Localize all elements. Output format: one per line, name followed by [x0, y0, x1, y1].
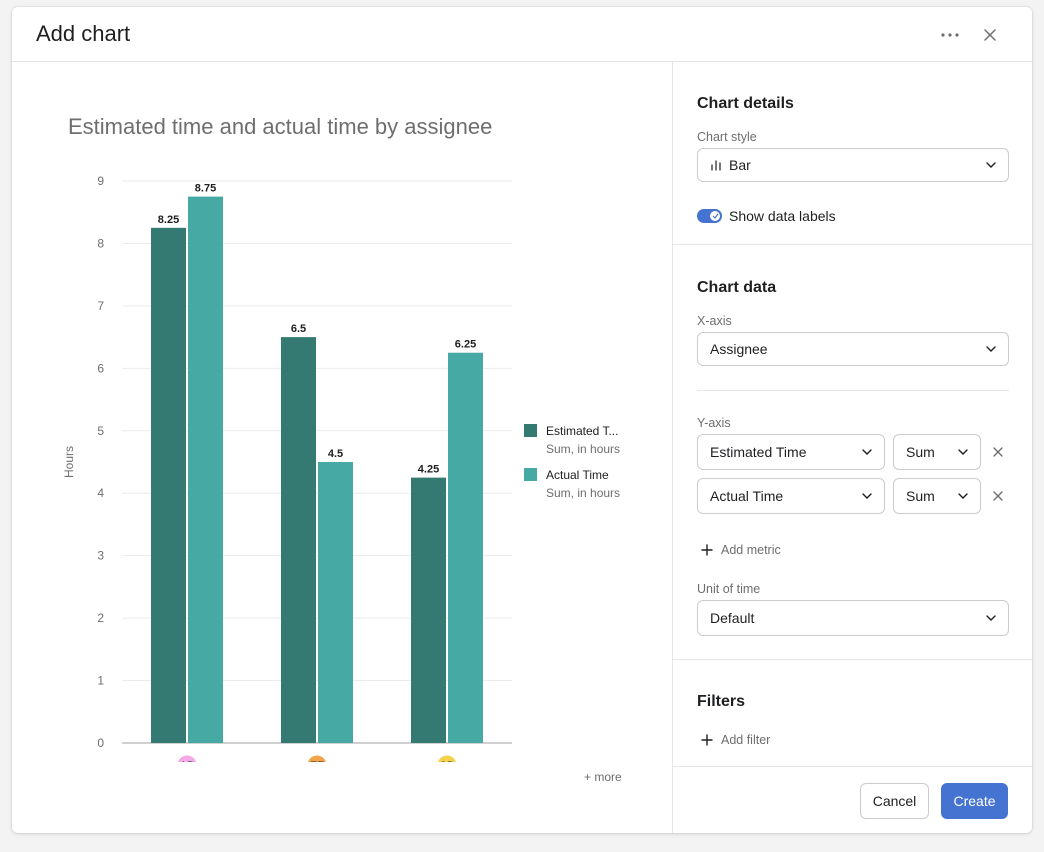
y-metric-agg-value: Sum	[906, 488, 935, 504]
y-tick-label: 6	[97, 361, 104, 375]
legend-label: Estimated T...	[546, 424, 618, 438]
legend-sublabel: Sum, in hours	[546, 486, 620, 500]
add-filter-label: Add filter	[721, 733, 771, 747]
close-icon	[993, 491, 1003, 501]
close-icon	[993, 447, 1003, 457]
more-link[interactable]: + more	[584, 770, 622, 784]
y-tick-label: 0	[97, 736, 104, 750]
x-tick-label: EF	[310, 760, 324, 762]
y-metric-agg-select[interactable]: Sum	[893, 434, 981, 470]
bar	[188, 196, 223, 744]
dialog-title: Add chart	[36, 21, 131, 46]
unit-of-time-label: Unit of time	[697, 582, 761, 596]
close-icon	[984, 29, 996, 41]
cancel-button[interactable]: Cancel	[860, 783, 929, 819]
legend-swatch	[524, 468, 537, 481]
chart-style-select[interactable]: Bar	[697, 148, 1009, 182]
avatar	[437, 755, 457, 762]
close-button[interactable]	[977, 22, 1003, 48]
x-axis-select[interactable]: Assignee	[697, 332, 1009, 366]
data-label: 4.25	[418, 464, 439, 476]
data-label: 8.75	[195, 183, 216, 195]
legend-swatch	[524, 424, 537, 437]
chart-preview: Estimated time and actual time by assign…	[12, 62, 672, 833]
x-axis-value: Assignee	[710, 341, 768, 357]
chart-settings-panel: Chart details Chart style Bar Show data …	[672, 62, 1032, 833]
remove-metric-button[interactable]	[989, 443, 1007, 461]
chevron-down-icon	[958, 449, 968, 455]
chart-data-heading: Chart data	[697, 279, 777, 296]
more-horizontal-icon	[941, 33, 959, 37]
chevron-down-icon	[862, 493, 872, 499]
y-metric-agg-value: Sum	[906, 444, 935, 460]
create-button[interactable]: Create	[941, 783, 1008, 819]
bar	[151, 227, 186, 744]
section-divider	[673, 659, 1032, 660]
filters-heading: Filters	[697, 693, 746, 710]
unit-of-time-select[interactable]: Default	[697, 600, 1009, 636]
chart-style-value: Bar	[729, 157, 751, 173]
x-tick-label: AB	[180, 760, 195, 762]
show-data-labels-label: Show data labels	[729, 208, 836, 224]
data-label: 6.25	[455, 339, 476, 351]
chevron-down-icon	[986, 615, 996, 621]
chevron-down-icon	[862, 449, 872, 455]
y-axis-title: Hours	[62, 446, 76, 478]
chart-style-label: Chart style	[697, 130, 757, 144]
avatar	[307, 755, 327, 762]
data-label: 4.5	[328, 448, 343, 460]
avatar	[177, 755, 197, 762]
footer-divider	[673, 766, 1032, 767]
chevron-down-icon	[986, 162, 996, 168]
y-tick-label: 1	[97, 674, 104, 688]
bar	[318, 462, 353, 743]
y-metric-field-select[interactable]: Actual Time	[697, 478, 885, 514]
y-tick-label: 8	[97, 236, 104, 250]
chevron-down-icon	[986, 346, 996, 352]
chevron-down-icon	[958, 493, 968, 499]
bar	[411, 477, 446, 743]
data-label: 6.5	[291, 323, 306, 335]
bar	[448, 352, 483, 743]
y-axis-label: Y-axis	[697, 416, 731, 430]
y-tick-label: 2	[97, 611, 104, 625]
y-tick-label: 9	[97, 174, 104, 188]
y-metric-field-value: Estimated Time	[710, 444, 807, 460]
x-tick-label: CD	[439, 760, 455, 762]
add-filter-button[interactable]: Add filter	[701, 733, 770, 747]
y-tick-label: 7	[97, 299, 104, 313]
data-label: 8.25	[158, 214, 179, 226]
check-icon	[712, 213, 718, 219]
dialog-header: Add chart	[12, 7, 1032, 62]
bar-chart-icon	[711, 160, 721, 171]
legend-label: Actual Time	[546, 468, 609, 482]
unit-of-time-value: Default	[710, 610, 755, 626]
show-data-labels-row: Show data labels	[697, 208, 836, 224]
legend-sublabel: Sum, in hours	[546, 442, 620, 456]
chart-details-heading: Chart details	[697, 95, 794, 112]
bar	[281, 337, 316, 743]
section-divider	[673, 244, 1032, 245]
y-tick-label: 4	[97, 486, 104, 500]
more-options-button[interactable]	[937, 22, 963, 48]
y-tick-label: 5	[97, 424, 104, 438]
add-chart-dialog: Add chart Estimated time and actual time…	[12, 7, 1032, 833]
remove-metric-button[interactable]	[989, 487, 1007, 505]
bar-chart: 0 1 2 3 4 5 6 7 8 9 Hours 8.25 8.75 AB 6.5 4.5 EF 4.25 6.2…	[62, 174, 620, 762]
chart-title: Estimated time and actual time by assign…	[68, 114, 493, 139]
y-metric-field-value: Actual Time	[710, 488, 784, 504]
x-axis-label: X-axis	[697, 314, 732, 328]
y-tick-label: 3	[97, 549, 104, 563]
section-divider	[697, 390, 1009, 391]
add-metric-button[interactable]: Add metric	[701, 543, 781, 557]
y-metric-agg-select[interactable]: Sum	[893, 478, 981, 514]
plus-icon	[701, 544, 713, 556]
y-metric-field-select[interactable]: Estimated Time	[697, 434, 885, 470]
add-metric-label: Add metric	[721, 543, 781, 557]
plus-icon	[701, 734, 713, 746]
show-data-labels-toggle[interactable]	[697, 209, 722, 223]
